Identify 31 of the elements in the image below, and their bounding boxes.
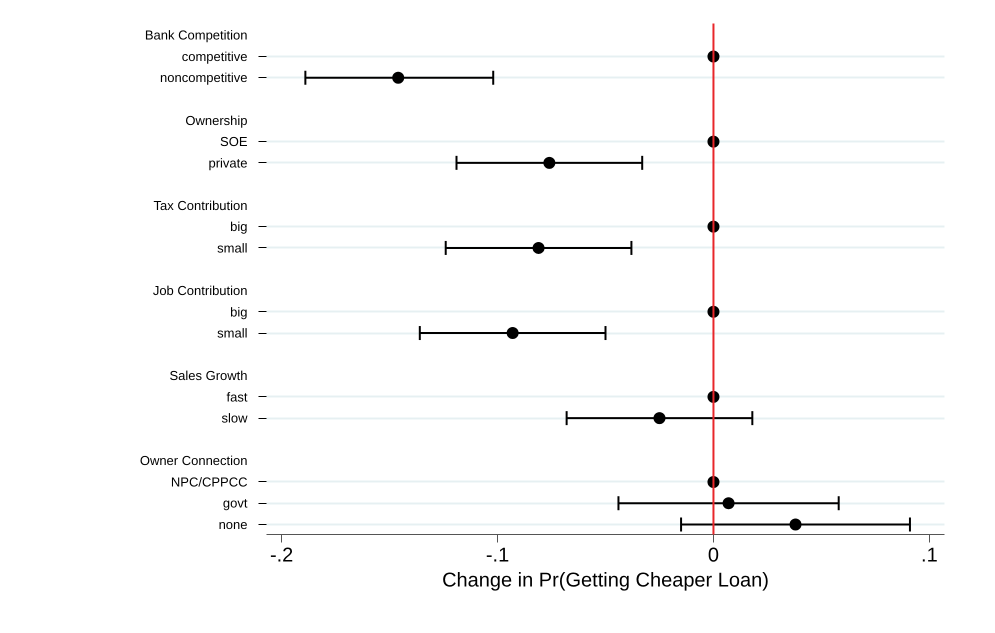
y-tick-label: none (218, 517, 248, 532)
y-tick-label: Ownership (185, 112, 248, 128)
y-tick-label: Sales Growth (169, 368, 248, 384)
point (392, 72, 404, 84)
y-tick-label: Bank Competition (144, 28, 248, 43)
y-tick-label: Tax Contribution (154, 198, 248, 213)
y-tick-label: Owner Connection (140, 453, 248, 468)
point (653, 412, 666, 424)
y-tick-label: private (208, 155, 248, 170)
x-tick-label: -.1 (486, 544, 510, 566)
y-tick-label: SOE (220, 134, 248, 150)
point (722, 497, 735, 510)
y-tick-label: slow (221, 410, 248, 426)
point (543, 156, 556, 169)
point (790, 518, 802, 530)
x-tick-label: -.2 (270, 544, 294, 566)
y-tick-label: noncompetitive (160, 70, 248, 86)
point (506, 327, 519, 340)
point (532, 242, 545, 254)
y-tick-label: govt (222, 496, 248, 511)
y-tick-label: fast (226, 389, 248, 404)
y-tick-label: big (230, 219, 248, 234)
y-tick-label: NPC/CPPCC (170, 474, 248, 490)
x-axis-title: Change in Pr(Getting Cheaper Loan) (442, 570, 769, 592)
y-tick-label: competitive (182, 48, 248, 64)
y-tick-label: Job Contribution (152, 282, 248, 298)
y-tick-label: small (217, 326, 248, 341)
x-tick-label: 0 (708, 544, 720, 566)
y-tick-label: small (217, 240, 248, 256)
y-tick-label: big (230, 304, 248, 320)
x-tick-label: .1 (921, 544, 938, 566)
